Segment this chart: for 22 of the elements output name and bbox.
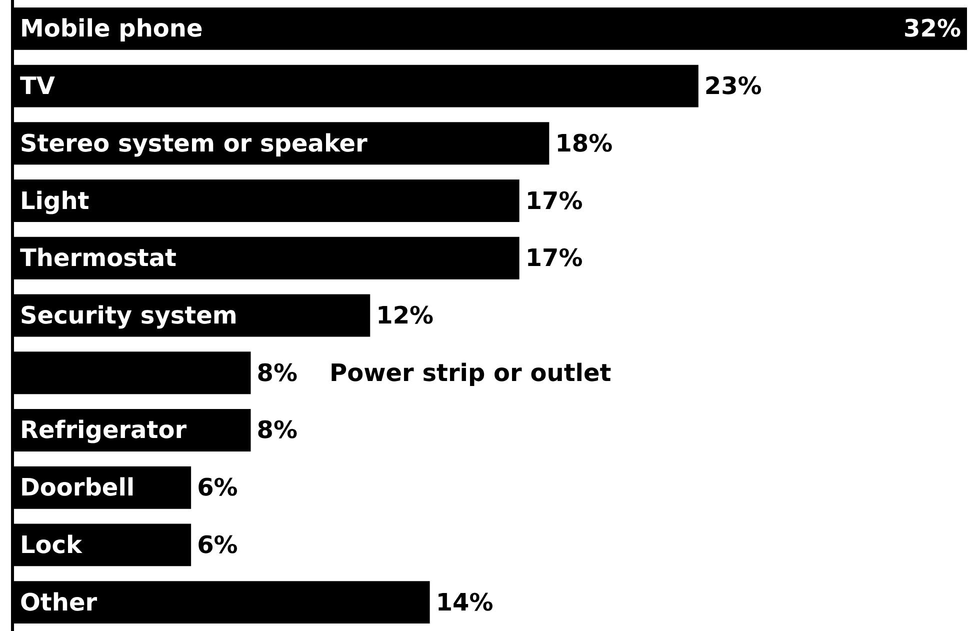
data-label: 17%: [525, 186, 583, 215]
data-label: 18%: [555, 129, 613, 158]
y-tick-label: Security system: [20, 302, 238, 330]
y-tick-label: Other: [20, 588, 98, 616]
y-tick-label: Doorbell: [20, 474, 135, 502]
y-tick-label: Mobile phone: [20, 14, 203, 43]
y-tick-label: Stereo system or speaker: [20, 129, 368, 158]
data-label: 6%: [197, 474, 238, 502]
y-tick-label: TV: [20, 72, 56, 100]
y-tick-label: Lock: [20, 530, 84, 559]
data-label: 6%: [197, 530, 238, 559]
data-label: 8%: [256, 358, 298, 387]
data-label: 8%: [256, 416, 298, 444]
y-tick-label: Thermostat: [20, 244, 176, 272]
data-label: 23%: [704, 72, 762, 100]
y-tick-label: Power strip or outlet: [329, 358, 612, 387]
data-label: 32%: [904, 14, 961, 43]
data-label: 17%: [525, 244, 583, 272]
y-tick-label: Light: [20, 186, 90, 215]
data-label: 12%: [376, 302, 434, 330]
y-tick-label: Refrigerator: [20, 416, 187, 444]
data-label: 14%: [436, 588, 494, 616]
